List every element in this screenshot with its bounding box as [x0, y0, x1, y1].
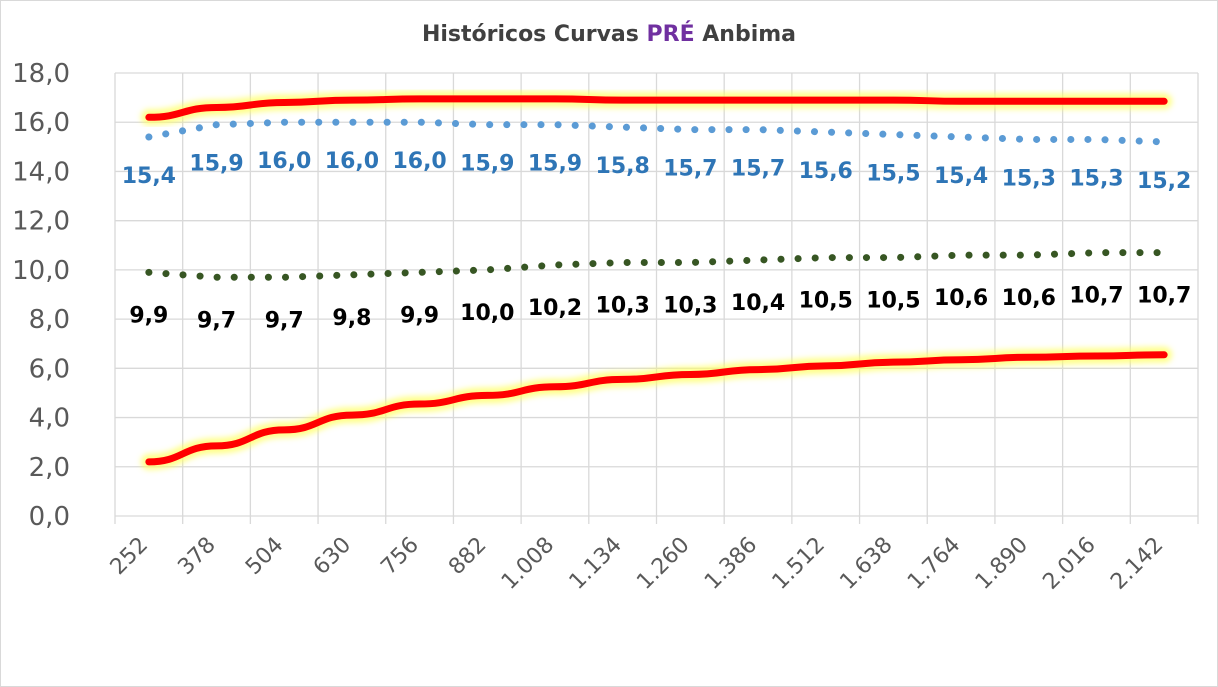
data-label: 9,7 — [265, 308, 304, 333]
data-label: 10,0 — [460, 301, 514, 326]
x-tick-label: 378 — [173, 533, 220, 580]
chart-title-highlight: PRÉ — [646, 22, 695, 47]
y-tick-label: 12,0 — [12, 207, 70, 237]
y-tick-label: 18,0 — [12, 59, 70, 89]
data-label: 10,3 — [596, 294, 650, 319]
x-tick-label: 2.016 — [1038, 533, 1100, 595]
data-label: 16,0 — [392, 149, 446, 174]
x-tick-label: 2.142 — [1106, 533, 1168, 595]
data-label: 15,7 — [663, 157, 717, 182]
data-label: 16,0 — [325, 149, 379, 174]
data-labels-layer: 15,4 15,9 16,0 16,0 16,0 15,9 15,9 15,8 15,7 15,7… — [122, 149, 1192, 333]
x-tick-label: 882 — [444, 533, 491, 580]
y-tick-label: 6,0 — [29, 354, 70, 384]
chart-title-part-3: Anbima — [694, 22, 797, 47]
x-tick-label: 1.386 — [700, 533, 762, 595]
x-tick-label: 252 — [106, 533, 153, 580]
data-label: 15,9 — [189, 152, 243, 177]
series-dotted-line-1 — [145, 118, 1168, 146]
x-tick-label: 1.638 — [835, 533, 897, 595]
data-label: 10,7 — [1069, 284, 1123, 309]
y-tick-label: 14,0 — [12, 157, 70, 187]
data-label: 15,3 — [1069, 166, 1123, 191]
chart-title-part-1: Históricos Curvas — [421, 22, 647, 47]
data-label: 15,2 — [1137, 169, 1191, 194]
data-label: 15,8 — [596, 154, 650, 179]
x-tick-label: 1.764 — [903, 533, 965, 595]
x-axis-ticks: 252 378 504 630 756 882 1.008 1.134 1.260 1.386 1.… — [106, 533, 1169, 595]
y-axis-ticks: 0,0 2,0 4,0 6,0 8,0 10,0 12,0 14,0 16,0 18,0 — [12, 59, 70, 532]
data-label: 15,5 — [866, 162, 920, 187]
data-label: 10,2 — [528, 296, 582, 321]
data-label: 10,4 — [731, 291, 785, 316]
data-label: 9,9 — [400, 303, 439, 328]
x-tick-label: 1.008 — [497, 533, 559, 595]
data-label: 15,6 — [799, 159, 853, 184]
data-label: 15,9 — [460, 152, 514, 177]
y-tick-label: 8,0 — [29, 305, 70, 335]
x-tick-label: 1.512 — [768, 533, 830, 595]
x-tick-label: 504 — [241, 533, 288, 580]
data-label: 15,3 — [1002, 166, 1056, 191]
data-label: 10,7 — [1137, 284, 1191, 309]
data-label: 15,7 — [731, 157, 785, 182]
data-label: 15,4 — [934, 164, 988, 189]
x-tick-label: 1.134 — [565, 533, 627, 595]
y-tick-label: 0,0 — [29, 502, 70, 532]
y-tick-label: 4,0 — [29, 404, 70, 434]
x-tick-label: 630 — [309, 533, 356, 580]
data-label: 16,0 — [257, 149, 311, 174]
y-tick-label: 10,0 — [12, 256, 70, 286]
series-dotted-line-2 — [145, 249, 1168, 281]
data-label: 10,3 — [663, 294, 717, 319]
data-label: 9,8 — [332, 306, 371, 331]
x-tick-label: 1.260 — [632, 533, 694, 595]
data-label: 10,5 — [799, 289, 853, 314]
data-label: 10,6 — [934, 286, 988, 311]
series-line-0 — [145, 95, 1168, 121]
x-tick-label: 1.890 — [971, 533, 1033, 595]
series-layer — [140, 90, 1173, 470]
gridlines — [114, 72, 1199, 524]
y-tick-label: 2,0 — [29, 453, 70, 483]
chart-title: Históricos Curvas PRÉ Anbima — [0, 22, 1218, 47]
data-label: 9,9 — [129, 303, 168, 328]
data-label: 15,9 — [528, 152, 582, 177]
x-tick-label: 756 — [376, 533, 423, 580]
y-tick-label: 16,0 — [12, 108, 70, 138]
data-label: 10,6 — [1002, 286, 1056, 311]
series-line-3 — [145, 351, 1168, 466]
data-label: 10,5 — [866, 289, 920, 314]
data-label: 15,4 — [122, 164, 176, 189]
data-label: 9,7 — [197, 308, 236, 333]
